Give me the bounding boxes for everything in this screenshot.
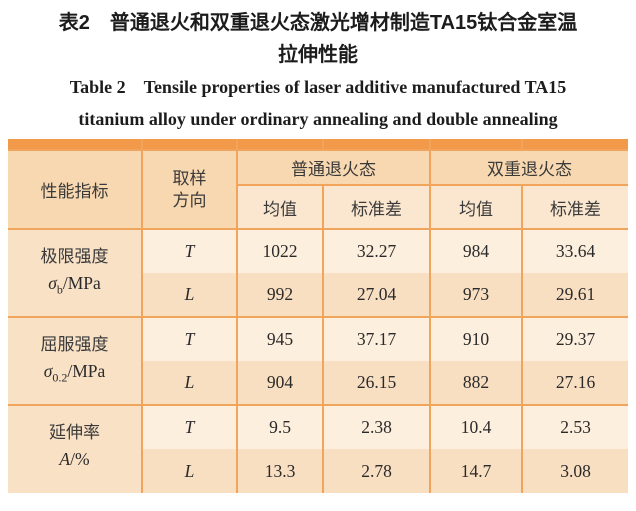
cell-double-mean: 14.7 <box>429 449 523 493</box>
cell-ordinary-mean: 904 <box>236 361 324 406</box>
property-yield-strength: 屈服强度 σ0.2/MPa <box>8 316 143 406</box>
property-name-zh: 屈服强度 <box>40 334 109 354</box>
cell-double-std: 3.08 <box>521 449 628 493</box>
direction-cell: L <box>142 449 238 493</box>
caption-zh-line1: 表2 普通退火和双重退火态激光增材制造TA15钛合金室温 <box>58 12 578 34</box>
header-ordinary-std: 标准差 <box>322 184 431 230</box>
header-ordinary-mean: 均值 <box>237 184 324 230</box>
table-row: L 904 26.15 882 27.16 <box>8 361 628 406</box>
cell-ordinary-mean: 992 <box>236 273 324 318</box>
direction-value: L <box>184 372 195 392</box>
property-symbol: A/% <box>8 446 141 479</box>
direction-value: T <box>184 417 195 437</box>
top-bar-segment <box>236 139 324 151</box>
cell-double-mean: 882 <box>429 361 523 406</box>
symbol-unit: /% <box>70 449 90 470</box>
cell-ordinary-mean: 945 <box>236 316 324 361</box>
direction-value: T <box>184 329 195 349</box>
cell-double-std: 27.16 <box>521 361 628 406</box>
cell-double-mean: 984 <box>429 228 523 273</box>
symbol-unit: /MPa <box>62 272 101 293</box>
property-name-zh: 延伸率 <box>49 423 100 443</box>
table-row: L 992 27.04 973 29.61 <box>8 273 628 318</box>
table-row: 极限强度 σb/MPa T 1022 32.27 984 33.64 <box>8 228 628 318</box>
property-ultimate-strength: 极限强度 σb/MPa <box>8 228 143 318</box>
cell-ordinary-std: 37.17 <box>322 316 431 361</box>
symbol-subscript: b <box>56 282 63 297</box>
symbol-unit: /MPa <box>67 360 106 381</box>
header-double-std: 标准差 <box>521 184 628 230</box>
cell-ordinary-mean: 13.3 <box>236 449 324 493</box>
symbol-sigma: σ <box>43 360 53 381</box>
cell-double-mean: 973 <box>429 273 523 318</box>
table-row: 屈服强度 σ0.2/MPa T 945 37.17 910 29.37 <box>8 316 628 406</box>
top-bar-segment <box>521 139 628 151</box>
symbol-sigma: σ <box>48 272 57 293</box>
top-bar-segment <box>141 139 238 151</box>
cell-ordinary-std: 2.38 <box>322 404 431 449</box>
cell-ordinary-std: 2.78 <box>322 449 431 493</box>
cell-ordinary-mean: 1022 <box>236 228 324 273</box>
direction-cell: L <box>142 273 238 318</box>
caption-en-line2: titanium alloy under ordinary annealing … <box>78 109 558 129</box>
cell-ordinary-mean: 9.5 <box>236 404 324 449</box>
direction-value: L <box>184 460 195 481</box>
header-property: 性能指标 <box>8 149 143 230</box>
property-elongation: 延伸率 A/% <box>8 404 143 493</box>
property-name-zh: 极限强度 <box>40 246 109 266</box>
header-row-subcolumns: 均值 标准差 均值 标准差 <box>8 184 628 230</box>
direction-value: L <box>184 284 195 304</box>
header-ordinary-annealed: 普通退火态 <box>236 149 431 186</box>
cell-double-mean: 910 <box>429 316 523 361</box>
top-bar-segment <box>8 139 143 151</box>
header-double-annealed: 双重退火态 <box>429 149 628 186</box>
header-sampling-direction-line1: 取样 <box>172 168 207 188</box>
tensile-properties-table: 性能指标 取样 方向 普通退火态 双重退火态 均值 标准差 均值 标准差 极限强… <box>8 139 628 493</box>
header-double-mean: 均值 <box>429 184 523 230</box>
direction-value: T <box>184 241 195 261</box>
cell-ordinary-std: 26.15 <box>322 361 431 406</box>
cell-double-std: 29.61 <box>521 273 628 318</box>
cell-double-std: 33.64 <box>521 228 628 273</box>
cell-double-std: 29.37 <box>521 316 628 361</box>
table-top-bar <box>8 139 628 151</box>
cell-double-std: 2.53 <box>521 404 628 449</box>
header-sampling-direction-line2: 方向 <box>172 190 207 210</box>
header-sampling-direction: 取样 方向 <box>141 149 238 230</box>
caption-zh-line2: 拉伸性能 <box>278 44 358 66</box>
direction-cell: T <box>141 316 238 361</box>
top-bar-segment <box>429 139 523 151</box>
table-row: L 13.3 2.78 14.7 3.08 <box>8 449 628 493</box>
table-caption: 表2 普通退火和双重退火态激光增材制造TA15钛合金室温 拉伸性能 Table … <box>0 0 636 135</box>
top-bar-segment <box>322 139 431 151</box>
symbol-subscript: 0.2 <box>52 370 68 385</box>
cell-double-mean: 10.4 <box>429 404 523 449</box>
cell-ordinary-std: 27.04 <box>322 273 431 318</box>
property-symbol: σb/MPa <box>8 270 141 303</box>
symbol-A: A <box>59 449 71 470</box>
direction-cell: T <box>141 228 238 273</box>
direction-cell: L <box>142 361 238 406</box>
property-symbol: σ0.2/MPa <box>8 358 141 391</box>
direction-cell: T <box>141 404 238 449</box>
cell-ordinary-std: 32.27 <box>322 228 431 273</box>
caption-en-line1: Table 2 Tensile properties of laser addi… <box>69 77 567 97</box>
table-row: 延伸率 A/% T 9.5 2.38 10.4 2.53 <box>8 404 628 493</box>
header-row-groups: 性能指标 取样 方向 普通退火态 双重退火态 <box>8 149 628 230</box>
